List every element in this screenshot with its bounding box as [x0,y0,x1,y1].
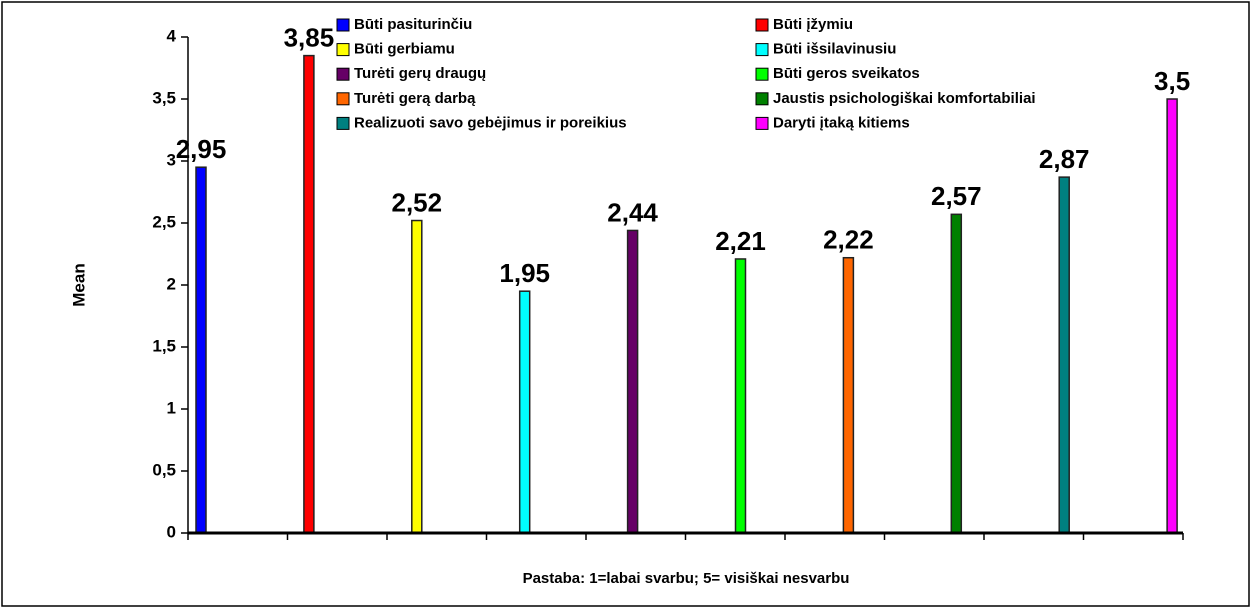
y-tick-label: 1 [167,398,176,417]
legend-label: Būti pasiturinčiu [354,16,472,33]
data-label: 2,21 [715,226,766,256]
bar [518,290,531,534]
data-label: 2,52 [391,187,442,217]
legend-swatch [755,18,769,32]
y-tick-label: 0,5 [152,460,176,479]
legend-swatch [336,43,350,57]
legend-label: Jaustis psichologiškai komfortabiliai [773,90,1036,107]
bar [1166,98,1178,534]
data-label: 3,5 [1154,66,1190,96]
legend-label: Būti įžymiu [773,16,853,33]
legend-swatch [336,18,350,32]
note: Pastaba: 1=labai svarbu; 5= visiškai nes… [523,570,850,587]
bar [626,229,639,534]
data-label: 1,95 [499,258,550,288]
bar [950,213,963,534]
legend-label: Daryti įtaką kitiems [773,114,910,131]
legend-label: Turėti gerų draugų [354,65,486,82]
bar [303,54,315,534]
data-label: 2,44 [607,197,658,227]
legend-label: Būti geros sveikatos [773,65,920,82]
data-label: 3,85 [284,22,335,52]
data-label: 2,22 [823,225,874,255]
data-label: 2,57 [931,181,982,211]
y-tick-label: 2,5 [152,212,176,231]
y-axis-label: Mean [69,263,88,306]
legend-swatch [336,67,350,81]
legend-swatch [755,43,769,57]
legend-label: Turėti gerą darbą [354,90,476,107]
legend-label: Būti gerbiamu [354,41,455,58]
y-tick-label: 3 [167,150,176,169]
y-tick-label: 3,5 [152,88,176,107]
y-tick-label: 1,5 [152,336,176,355]
legend-swatch [336,92,350,106]
legend-label: Būti išsilavinusiu [773,41,896,58]
bar [1058,176,1070,534]
legend-swatch [336,116,350,130]
legend-swatch [755,67,769,81]
legend-label: Realizuoti savo gebėjimus ir poreikius [354,114,627,131]
y-tick-label: 4 [167,26,177,45]
bar [411,219,423,534]
data-label: 2,95 [176,134,227,164]
bar [734,258,747,534]
bar [842,256,855,534]
legend-swatch [755,92,769,106]
data-label: 2,87 [1039,144,1090,174]
y-tick-label: 0 [167,522,176,541]
legend-swatch [755,116,769,130]
bar [195,166,207,534]
y-tick-label: 2 [167,274,176,293]
